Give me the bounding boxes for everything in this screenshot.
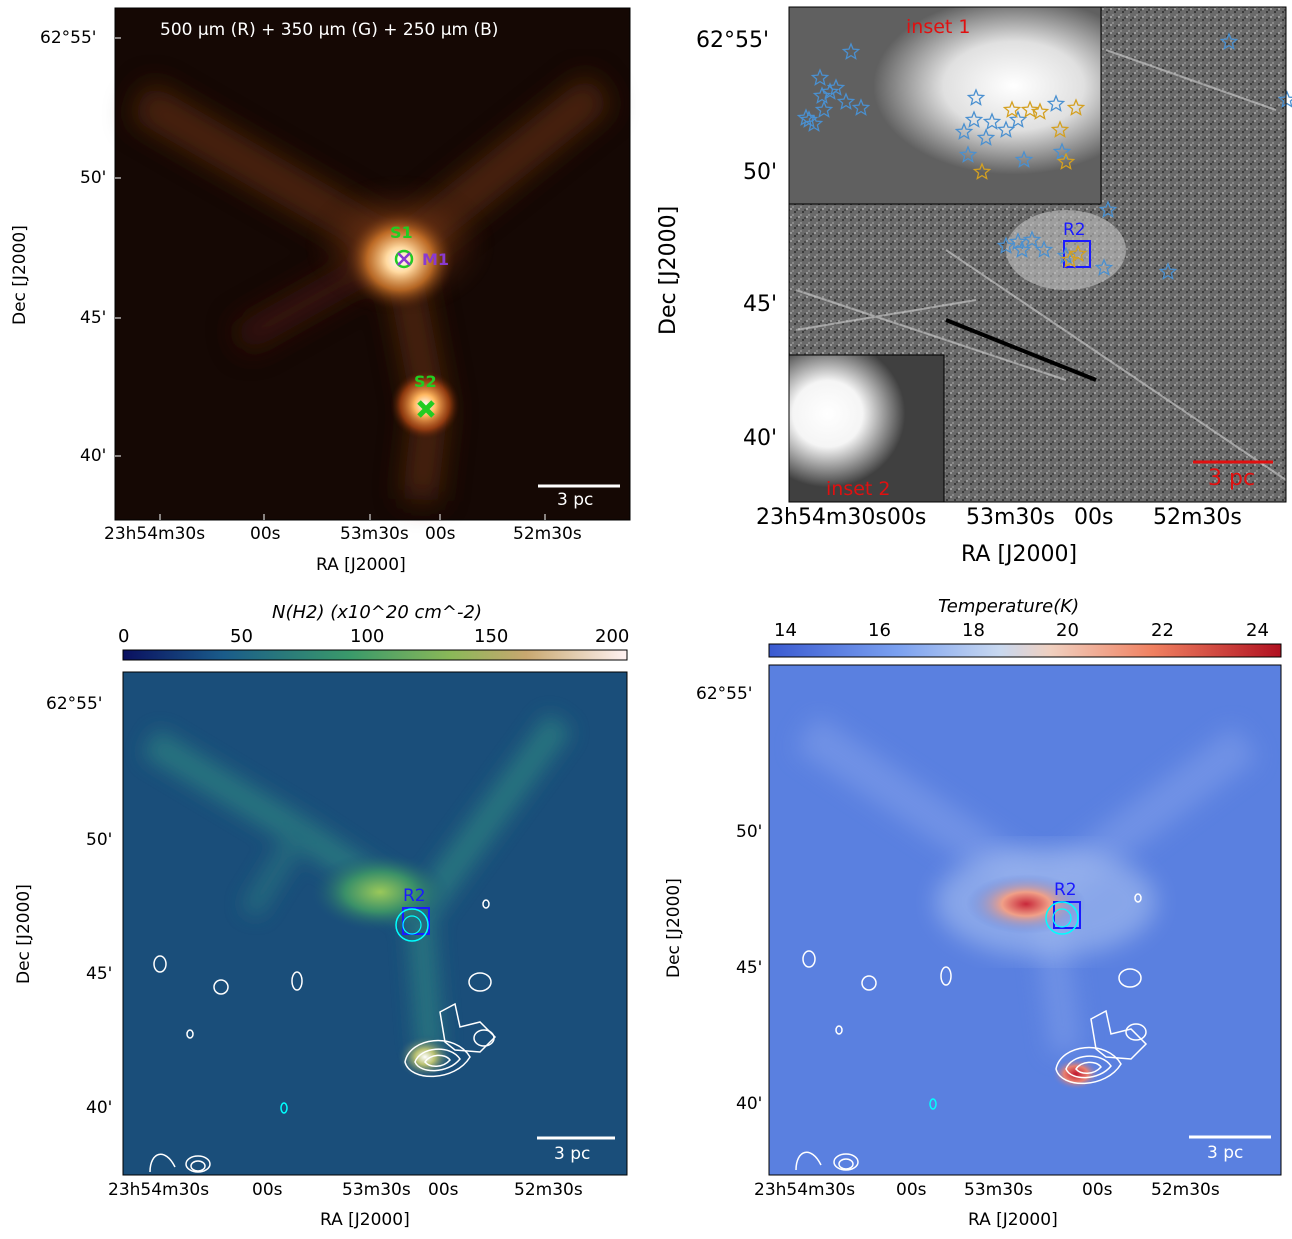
x-axis-label: RA [J2000] <box>961 542 1077 567</box>
colorbar-label: Temperature(K) <box>938 596 1079 617</box>
s1-label: S1 <box>390 223 413 242</box>
xtick-1: 23h54m30s <box>108 1180 209 1200</box>
colorbar <box>769 644 1281 657</box>
ytick-1: 62°55' <box>40 28 96 48</box>
colorbar-tick-1: 14 <box>774 620 797 641</box>
ytick-4: 40' <box>736 1094 762 1114</box>
y-axis-label: Dec [J2000] <box>664 878 684 978</box>
colorbar-tick-3: 18 <box>962 620 985 641</box>
xtick-1: 23h54m30s <box>754 1180 855 1200</box>
x-axis-label: RA [J2000] <box>320 1210 410 1230</box>
ytick-3: 45' <box>736 958 762 978</box>
xtick-4: 00s <box>425 524 456 544</box>
inset-2-label: inset 2 <box>826 478 891 500</box>
r2-label: R2 <box>1054 880 1077 900</box>
ytick-2: 50' <box>80 168 106 188</box>
colorbar-tick-6: 24 <box>1246 620 1269 641</box>
y-axis-label: Dec [J2000] <box>656 206 681 335</box>
ytick-1: 62°55' <box>696 684 752 704</box>
r2-label: R2 <box>403 886 426 906</box>
panel-c-image <box>0 592 646 1235</box>
colorbar-tick-3: 100 <box>350 626 384 647</box>
xtick-5: 52m30s <box>514 1180 583 1200</box>
xtick-4: 00s <box>1082 1180 1113 1200</box>
r2-label: R2 <box>1063 220 1086 240</box>
ytick-2: 50' <box>86 830 112 850</box>
panel-c-column-density: N(H2) (x10^20 cm^-2) 0 50 100 150 200 R2… <box>0 592 646 1235</box>
xtick-2: 00s <box>252 1180 283 1200</box>
scalebar-label: 3 pc <box>1207 1143 1243 1163</box>
panel-b-grayscale: inset 1 inset 2 R2 3 pc 62°55' 50' 45' 4… <box>646 0 1292 590</box>
panel-a-rgb-composite: 500 μm (R) + 350 μm (G) + 250 μm (B) S1 … <box>0 0 640 590</box>
scalebar-label: 3 pc <box>557 490 593 510</box>
inset-1-label: inset 1 <box>906 16 971 38</box>
y-axis-label: Dec [J2000] <box>10 225 30 325</box>
scalebar-label: 3 pc <box>1208 466 1255 491</box>
colorbar-label: N(H2) (x10^20 cm^-2) <box>272 602 482 623</box>
colorbar-tick-5: 22 <box>1151 620 1174 641</box>
x-axis-label: RA [J2000] <box>316 555 406 575</box>
ytick-1: 62°55' <box>46 694 102 714</box>
panel-d-temperature: Temperature(K) 14 16 18 20 22 24 R2 3 pc… <box>646 592 1292 1235</box>
xtick-5: 52m30s <box>513 524 582 544</box>
s2-label: S2 <box>414 372 437 391</box>
xtick-3: 00s <box>1074 505 1113 530</box>
xtick-3: 53m30s <box>964 1180 1033 1200</box>
ytick-3: 45' <box>743 292 777 317</box>
colorbar-tick-1: 0 <box>118 626 129 647</box>
ytick-3: 45' <box>80 308 106 328</box>
ytick-4: 40' <box>743 426 777 451</box>
colorbar-tick-2: 16 <box>868 620 891 641</box>
xtick-2: 00s <box>896 1180 927 1200</box>
ytick-2: 50' <box>736 822 762 842</box>
ytick-1: 62°55' <box>696 28 769 53</box>
colorbar <box>123 650 627 660</box>
scalebar-label: 3 pc <box>554 1144 590 1164</box>
xtick-4: 00s <box>428 1180 459 1200</box>
xtick-1: 23h54m30s <box>104 524 205 544</box>
colorbar-tick-4: 150 <box>474 626 508 647</box>
xtick-3: 53m30s <box>340 524 409 544</box>
ytick-4: 40' <box>80 446 106 466</box>
xtick-2: 53m30s <box>966 505 1055 530</box>
panel-a-image <box>0 0 640 590</box>
xtick-5: 52m30s <box>1151 1180 1220 1200</box>
xtick-1: 23h54m30s00s <box>756 505 926 530</box>
ytick-3: 45' <box>86 964 112 984</box>
ytick-2: 50' <box>743 160 777 185</box>
y-axis-label: Dec [J2000] <box>14 884 34 984</box>
panel-a-title: 500 μm (R) + 350 μm (G) + 250 μm (B) <box>160 20 498 40</box>
ytick-4: 40' <box>86 1098 112 1118</box>
colorbar-tick-5: 200 <box>595 626 629 647</box>
xtick-2: 00s <box>250 524 281 544</box>
x-axis-label: RA [J2000] <box>968 1210 1058 1230</box>
m1-label: M1 <box>422 250 449 269</box>
xtick-4: 52m30s <box>1153 505 1242 530</box>
xtick-3: 53m30s <box>342 1180 411 1200</box>
colorbar-tick-2: 50 <box>230 626 253 647</box>
colorbar-tick-4: 20 <box>1056 620 1079 641</box>
